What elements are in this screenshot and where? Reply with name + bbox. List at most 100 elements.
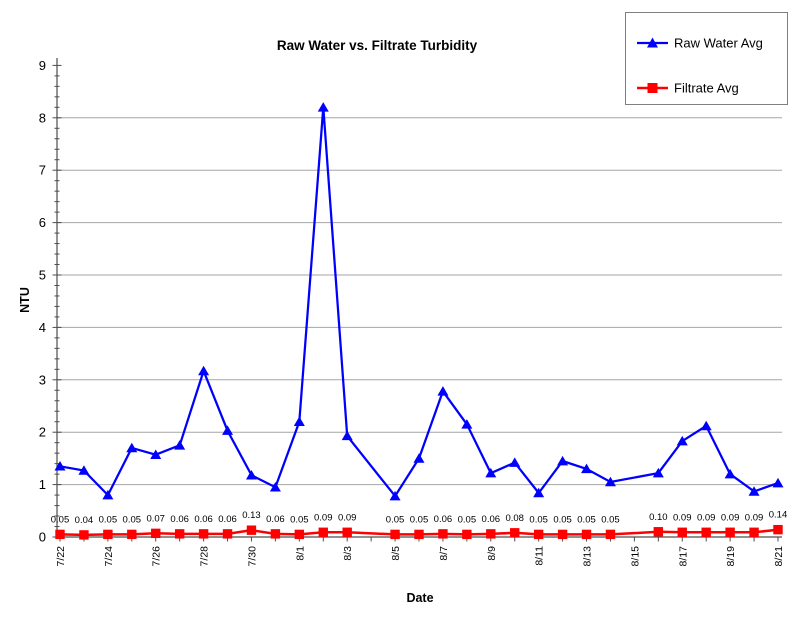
data-label: 0.14	[769, 510, 788, 521]
y-tick-label: 4	[39, 320, 46, 335]
filtrate-marker	[294, 529, 305, 540]
y-tick-label: 2	[39, 425, 46, 440]
filtrate-marker	[773, 524, 783, 535]
filtrate-marker	[533, 529, 544, 540]
filtrate-marker	[557, 529, 568, 540]
raw-water-marker	[150, 449, 162, 460]
filtrate-marker	[677, 527, 687, 537]
legend-entry-raw-water: Raw Water Avg	[637, 36, 763, 51]
data-label: 0.09	[697, 512, 716, 523]
legend-entry-filtrate: Filtrate Avg	[637, 81, 739, 96]
x-tick-label: 8/13	[582, 546, 594, 567]
data-label: 0.06	[170, 514, 189, 525]
raw-water-marker	[78, 465, 90, 475]
data-label: 0.05	[529, 514, 548, 525]
filtrate-marker	[414, 529, 424, 540]
raw-water-marker	[748, 486, 760, 496]
data-label: 0.05	[290, 514, 309, 525]
filtrate-marker	[462, 529, 472, 540]
filtrate-marker	[390, 529, 400, 540]
x-tick-label: 8/15	[629, 546, 641, 567]
data-label: 0.05	[601, 514, 620, 525]
y-tick-label: 5	[39, 268, 46, 283]
raw-water-line	[59, 107, 779, 499]
x-tick-label: 8/1	[294, 546, 306, 561]
data-label: 0.09	[673, 512, 692, 523]
raw-water-marker	[604, 476, 616, 487]
data-label: 0.05	[553, 514, 572, 525]
data-label: 0.06	[194, 514, 213, 525]
data-label: 0.05	[123, 514, 142, 525]
x-axis-title: Date	[406, 591, 433, 605]
raw-water-marker	[724, 468, 736, 479]
raw-water-marker	[581, 463, 593, 474]
data-label: 0.10	[649, 512, 668, 523]
x-tick-label: 7/24	[103, 546, 115, 567]
y-tick-label: 3	[39, 372, 46, 387]
filtrate-marker	[581, 529, 592, 540]
legend-label-filtrate: Filtrate Avg	[674, 81, 739, 96]
filtrate-marker	[270, 529, 281, 539]
x-tick-label: 8/11	[534, 546, 546, 566]
x-tick-label: 8/5	[390, 546, 402, 561]
data-label: 0.08	[505, 513, 524, 524]
raw-water-marker	[317, 102, 329, 112]
filtrate-marker	[510, 528, 520, 538]
x-tick-label: 8/3	[342, 546, 354, 561]
x-tick-label: 8/19	[725, 546, 737, 567]
filtrate-marker	[486, 529, 496, 539]
filtrate-marker	[55, 529, 65, 540]
data-label: 0.06	[482, 514, 501, 525]
raw-water-marker	[533, 487, 545, 498]
raw-water-marker	[413, 453, 425, 463]
data-label: 0.06	[434, 514, 453, 525]
raw-water-marker	[461, 419, 473, 429]
data-label: 0.07	[146, 513, 165, 524]
data-label: 0.05	[410, 514, 429, 525]
raw-water-marker	[222, 425, 234, 435]
filtrate-marker	[198, 529, 209, 539]
filtrate-marker	[246, 525, 257, 535]
filtrate-marker	[342, 527, 352, 537]
raw-water-marker	[198, 365, 210, 376]
data-label: 0.04	[75, 515, 94, 526]
filtrate-marker	[701, 527, 711, 537]
raw-water-marker	[54, 461, 66, 471]
x-tick-label: 7/22	[55, 546, 67, 567]
filtrate-marker	[174, 529, 185, 539]
raw-water-marker	[102, 489, 114, 500]
data-label: 0.05	[386, 514, 405, 525]
filtrate-marker	[127, 529, 137, 540]
raw-water-marker	[126, 442, 138, 453]
raw-water-marker	[174, 440, 186, 450]
data-label: 0.05	[458, 514, 477, 525]
x-tick-label: 7/26	[151, 546, 163, 567]
x-tick-label: 7/30	[246, 546, 258, 567]
filtrate-marker	[151, 528, 161, 539]
y-axis-title: NTU	[18, 287, 32, 313]
x-tick-label: 8/9	[486, 546, 498, 561]
raw-water-marker	[700, 420, 712, 431]
legend: Raw Water Avg Filtrate Avg	[625, 12, 788, 105]
data-label: 0.05	[99, 514, 118, 525]
data-label: 0.05	[577, 514, 596, 525]
raw-water-marker	[389, 490, 401, 501]
raw-water-marker	[509, 457, 521, 467]
y-tick-label: 1	[39, 477, 46, 492]
x-tick-label: 8/21	[773, 546, 785, 567]
raw-water-marker	[269, 482, 281, 492]
filtrate-marker	[653, 527, 664, 537]
filtrate-marker	[79, 530, 89, 540]
chart-title: Raw Water vs. Filtrate Turbidity	[277, 38, 478, 53]
y-tick-label: 0	[39, 530, 46, 545]
raw-water-marker	[437, 386, 449, 396]
y-tick-label: 8	[39, 110, 46, 125]
raw-water-triangle-icon	[647, 37, 658, 48]
raw-water-marker	[293, 416, 305, 427]
data-label: 0.05	[51, 514, 70, 525]
filtrate-marker	[103, 529, 113, 540]
raw-water-marker	[245, 469, 257, 480]
data-label: 0.09	[745, 512, 764, 523]
raw-water-marker	[557, 455, 569, 466]
